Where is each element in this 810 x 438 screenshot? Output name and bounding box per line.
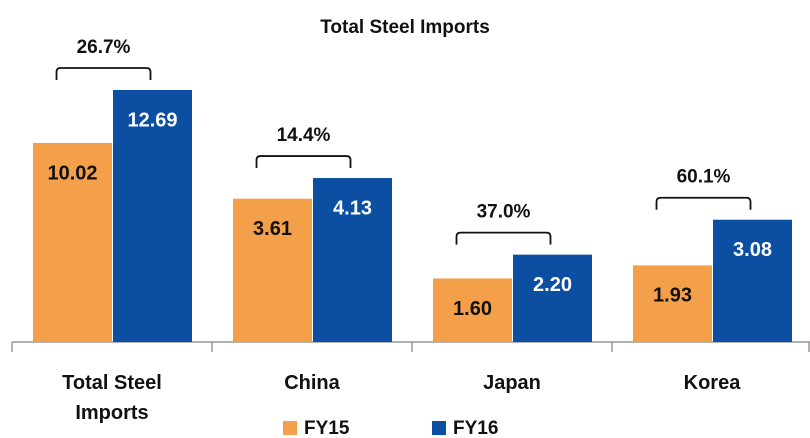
value-label: 12.69: [127, 109, 177, 131]
value-label: 3.08: [733, 239, 772, 261]
bracket: [655, 196, 752, 210]
bracket: [455, 231, 552, 245]
bracket: [255, 155, 352, 169]
legend-label: FY16: [453, 418, 498, 438]
value-label: 1.60: [453, 298, 492, 320]
legend-swatch: [283, 421, 297, 435]
value-label: 3.61: [253, 218, 292, 240]
bar: [433, 278, 512, 342]
legend-swatch: [432, 421, 446, 435]
bracket: [55, 67, 152, 80]
value-label: 10.02: [47, 162, 97, 184]
x-tick-label: Korea: [683, 372, 741, 394]
x-tick-label: China: [284, 372, 340, 394]
bar: [113, 89, 192, 343]
x-tick-label: Japan: [483, 372, 541, 394]
bar: [513, 254, 592, 342]
x-tick-label: Total Steel Imports: [62, 372, 162, 424]
value-label: 1.93: [653, 285, 692, 307]
bar: [313, 178, 392, 342]
value-label: 2.20: [533, 274, 572, 296]
bar: [233, 198, 312, 342]
bar: [633, 265, 712, 342]
value-label: 4.13: [333, 197, 372, 219]
annotation: 37.0%: [477, 202, 531, 223]
bar: [33, 143, 112, 342]
legend-label: FY15: [304, 418, 350, 438]
annotation: 26.7%: [77, 37, 131, 58]
annotation: 14.4%: [277, 125, 331, 146]
annotation: 60.1%: [677, 167, 731, 188]
chart-title: Total Steel Imports: [320, 17, 490, 38]
bar: [713, 219, 792, 342]
